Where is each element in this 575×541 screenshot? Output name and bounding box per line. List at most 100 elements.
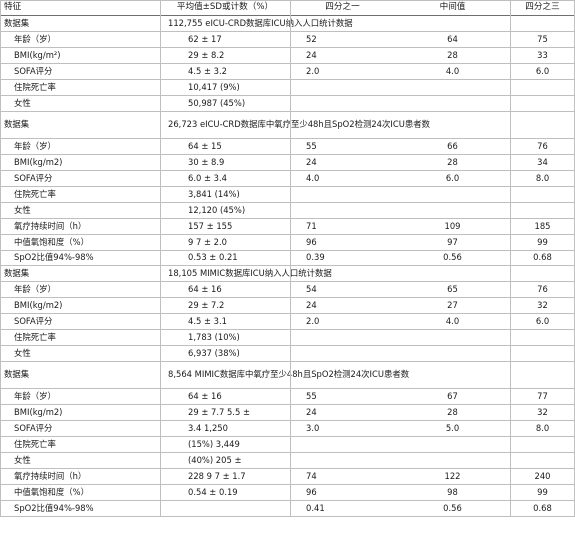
median-cell: [395, 345, 510, 361]
row-divider: [0, 500, 575, 501]
table-row: BMI(kg/m2) 30 ± 8.9 24 28 34: [0, 154, 575, 170]
q3-cell: 76: [537, 140, 548, 151]
q1-cell: 24: [306, 49, 317, 60]
mean-sd-cell: 228 9 7 ± 1.7: [188, 470, 246, 481]
row-divider: [0, 154, 575, 155]
mean-sd-cell: 64 ± 15: [188, 140, 222, 151]
q3-cell: [510, 202, 575, 218]
header-cell: 平均值±SD或计数（%）: [176, 2, 274, 13]
section-description: 18,105 MIMIC数据库ICU纳入人口统计数据: [168, 267, 332, 278]
section-label: 数据集: [4, 369, 30, 380]
table-row: 住院死亡率 10,417 (9%): [0, 79, 575, 95]
table-row: 女性 6,937 (38%): [0, 345, 575, 361]
section-description: 26,723 eICU-CRD数据库中氧疗至少48h且SpO2检测24次ICU患…: [168, 119, 430, 130]
row-divider: [0, 234, 575, 235]
row-label: SOFA评分: [14, 172, 53, 183]
mean-sd-cell: 64 ± 16: [188, 390, 222, 401]
section-description: 8,564 MIMIC数据库中氧疗至少48h且SpO2检测24次ICU患者数: [168, 369, 410, 380]
median-cell: 97: [447, 236, 458, 247]
row-divider: [0, 79, 575, 80]
mean-sd-cell: 6,937 (38%): [188, 347, 240, 358]
q1-cell: 52: [306, 33, 317, 44]
row-label: 住院死亡率: [14, 188, 56, 199]
table-row: 住院死亡率 (15%) 3,449: [0, 436, 575, 452]
q1-cell: 55: [306, 140, 317, 151]
row-divider: [0, 361, 575, 362]
mean-sd-cell: 29 ± 7.7 5.5 ±: [188, 406, 250, 417]
table-row: SpO2比值94%-98% 0.53 ± 0.21 0.39 0.56 0.68: [0, 250, 575, 265]
median-cell: 4.0: [445, 65, 460, 76]
row-divider: [0, 186, 575, 187]
mean-sd-cell: 12,120 (45%): [188, 204, 246, 215]
row-divider: [0, 420, 575, 421]
table-row: SOFA评分 4.5 ± 3.1 2.0 4.0 6.0: [0, 313, 575, 329]
table-row: SpO2比值94%-98% 0.41 0.56 0.68: [0, 500, 575, 516]
q1-cell: 2.0: [306, 65, 320, 76]
q3-cell: 76: [537, 283, 548, 294]
median-cell: 109: [444, 220, 461, 231]
q3-cell: 0.68: [533, 502, 552, 513]
q1-cell: 0.41: [306, 502, 325, 513]
mean-sd-cell: 4.5 ± 3.1: [188, 315, 227, 326]
row-label: SOFA评分: [14, 422, 53, 433]
row-divider: [0, 345, 575, 346]
table-row: BMI(kg/m2) 29 ± 7.2 24 27 32: [0, 297, 575, 313]
q3-cell: 185: [534, 220, 551, 231]
table-header-row: 特征 平均值±SD或计数（%） 四分之一 中间值 四分之三: [0, 0, 575, 15]
row-divider: [0, 111, 575, 112]
row-divider: [0, 265, 575, 266]
row-divider: [0, 297, 575, 298]
mean-sd-cell: (40%) 205 ±: [188, 454, 242, 465]
row-divider: [0, 47, 575, 48]
row-label: 女性: [14, 347, 31, 358]
q1-cell: 4.0: [306, 172, 320, 183]
mean-sd-cell: 0.53 ± 0.21: [188, 252, 238, 263]
section-row: 数据集 8,564 MIMIC数据库中氧疗至少48h且SpO2检测24次ICU患者…: [0, 361, 575, 388]
median-cell: 28: [447, 406, 458, 417]
q1-cell: [290, 95, 395, 111]
column-divider: [290, 0, 291, 516]
row-label: BMI(kg/m²): [14, 49, 61, 60]
table-row: 女性 50,987 (45%): [0, 95, 575, 111]
row-divider: [0, 281, 575, 282]
mean-sd-cell: 0.54 ± 0.19: [188, 486, 238, 497]
row-label: BMI(kg/m2): [14, 156, 63, 167]
mean-sd-cell: 3,841 (14%): [188, 188, 240, 199]
row-label: 年龄（岁）: [14, 390, 56, 401]
table-row: SOFA评分 6.0 ± 3.4 4.0 6.0 8.0: [0, 170, 575, 186]
q3-cell: [510, 79, 575, 95]
q1-cell: 55: [306, 390, 317, 401]
row-divider: [0, 484, 575, 485]
row-label: 年龄（岁）: [14, 140, 56, 151]
median-cell: 98: [447, 486, 458, 497]
median-cell: [395, 79, 510, 95]
row-label: SpO2比值94%-98%: [14, 502, 94, 513]
q3-cell: 0.68: [533, 252, 552, 263]
median-cell: [395, 95, 510, 111]
median-cell: [395, 452, 510, 468]
q3-cell: 6.0: [535, 315, 550, 326]
row-divider: [0, 202, 575, 203]
median-cell: 4.0: [445, 315, 460, 326]
median-cell: [395, 186, 510, 202]
q1-cell: 0.39: [306, 252, 325, 263]
table-row: 氧疗持续时间（h） 157 ± 155 71 109 185: [0, 218, 575, 234]
q3-cell: 240: [534, 470, 551, 481]
median-cell: 67: [447, 390, 458, 401]
header-cell: 四分之一: [325, 2, 360, 13]
row-label: 女性: [14, 97, 31, 108]
mean-sd-cell: 64 ± 16: [188, 283, 222, 294]
row-label: 住院死亡率: [14, 331, 56, 342]
table-row: 中值氧饱和度（%） 9 7 ± 2.0 96 97 99: [0, 234, 575, 250]
table-row: SOFA评分 4.5 ± 3.2 2.0 4.0 6.0: [0, 63, 575, 79]
table-row: 年龄（岁） 64 ± 16 55 67 77: [0, 388, 575, 404]
mean-sd-cell: 10,417 (9%): [188, 81, 240, 92]
row-label: SOFA评分: [14, 65, 53, 76]
column-divider: [160, 0, 161, 516]
q1-cell: 71: [306, 220, 317, 231]
row-label: 年龄（岁）: [14, 33, 56, 44]
median-cell: 28: [447, 49, 458, 60]
q1-cell: [290, 79, 395, 95]
row-divider: [0, 313, 575, 314]
row-divider: [0, 388, 575, 389]
